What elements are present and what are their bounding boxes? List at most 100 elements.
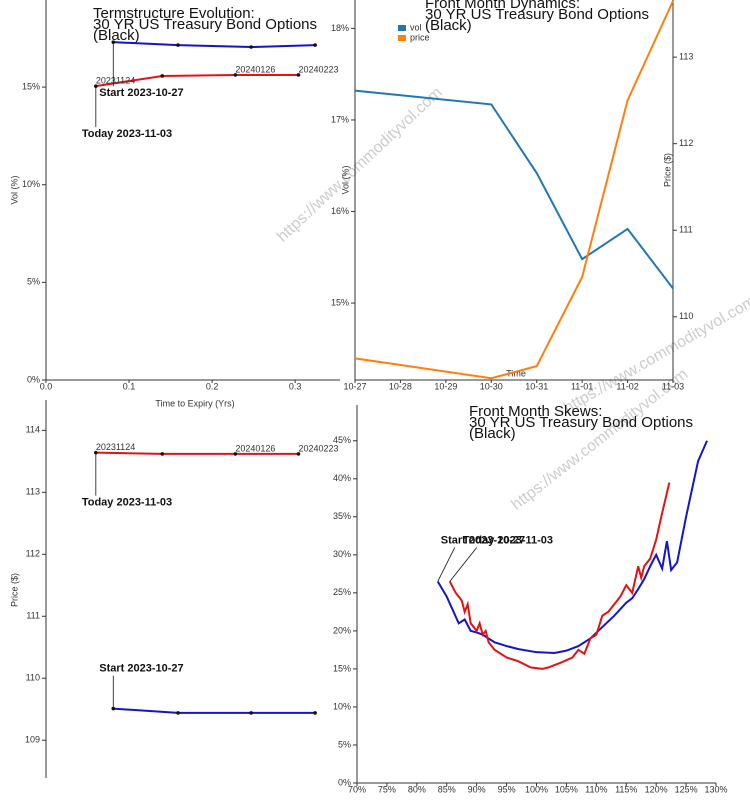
x-tick-label: 115% [615,784,637,794]
chart-title: 30 YR US Treasury Bond Options [425,6,649,23]
annotation: Start 2023-10-27 [441,534,525,546]
point [296,73,301,77]
series-line [354,89,674,290]
x-tick-label: 100% [525,784,548,794]
y-tick-label: 16% [331,206,349,216]
y-tick-label: 111 [26,611,40,621]
annotation: Today 2023-11-03 [82,128,172,140]
watermark: https://www.commodityvol.com [274,84,446,246]
y-tick-label: 15% [333,663,351,673]
chart-title: (Black) [93,27,140,44]
x-axis-label: Time [506,368,526,378]
x-tick-label: 0.2 [206,381,219,391]
point [176,711,180,715]
x-tick-label: 10-29 [434,381,457,391]
annotation-arrow [449,547,478,582]
chart-title: Front Month Dynamics: [425,0,580,12]
point [249,711,253,715]
annotation-arrow [437,547,456,582]
y-tick-label: 17% [331,114,349,124]
y-tick-label: 0% [338,777,351,787]
series-line [448,482,671,670]
chart-title: (Black) [425,17,472,34]
x-tick-label: 0.3 [289,381,302,391]
chart-title: (Black) [469,425,516,442]
point [313,711,317,715]
y-tick-label: 110 [26,673,40,683]
y-tick-label: 35% [333,511,351,521]
series-line [95,451,299,455]
y2-tick-label: 111 [679,225,693,235]
legend-swatch [398,35,406,41]
x-tick-label: 11-02 [616,381,638,391]
y-tick-label: 114 [26,425,40,435]
x-tick-label: 11-03 [662,381,684,391]
point-label: 20231124 [96,75,135,85]
series-line [113,41,316,49]
x-tick-label: 85% [438,784,456,794]
point [176,43,180,47]
point [233,73,238,77]
chart-title: Termstructure Evolution: [93,5,255,22]
point [94,84,98,88]
point [249,45,253,49]
y2-tick-label: 112 [679,138,693,148]
x-tick-label: 105% [555,784,578,794]
chart-title: 30 YR US Treasury Bond Options [93,16,317,33]
y-axis-label: Vol (%) [9,175,19,204]
annotation: Start 2023-10-27 [99,87,183,99]
y-tick-label: 18% [331,23,349,33]
x-tick-label: 130% [704,784,727,794]
point-label: 20240126 [235,443,275,453]
y-tick-label: 5% [338,739,351,749]
y-tick-label: 15% [22,81,40,91]
annotation: Today 2023-11-03 [82,497,172,509]
annotation: Start 2023-10-27 [99,663,183,675]
legend-label: price [410,32,430,42]
x-tick-label: 10-30 [480,381,503,391]
y-tick-label: 10% [22,179,40,189]
x-tick-label: 10-28 [389,381,412,391]
x-tick-label: 0.0 [40,381,53,391]
x-tick-label: 11-01 [571,381,593,391]
x-axis-label: Time to Expiry (Yrs) [155,398,234,408]
annotation: Today 2023-11-03 [463,534,553,546]
x-tick-label: 95% [498,784,516,794]
legend-swatch [398,25,406,31]
y-tick-label: 10% [333,701,351,711]
series-line [113,707,316,714]
point-label: 20240126 [235,64,275,74]
y-tick-label: 30% [333,549,351,559]
y-tick-label: 0% [27,374,40,384]
y-tick-label: 25% [333,587,351,597]
y-axis-label: Price ($) [9,573,19,607]
point [296,452,301,456]
point [233,452,238,456]
y-tick-label: 45% [333,435,351,445]
series-line [95,73,299,88]
series-line [436,440,708,654]
y2-tick-label: 113 [679,52,693,62]
x-tick-label: 0.1 [123,381,136,391]
point-label: 20240223 [298,64,338,74]
point [160,74,165,78]
y-tick-label: 113 [26,487,40,497]
y-tick-label: 109 [25,735,40,745]
y-tick-label: 15% [331,297,349,307]
legend-label: vol [410,22,422,32]
point [313,43,317,47]
point-label: 20231124 [96,442,135,452]
y-tick-label: 20% [333,625,351,635]
x-tick-label: 10-31 [525,381,548,391]
chart-title: Front Month Skews: [469,403,602,420]
y2-tick-label: 110 [679,311,693,321]
chart-title: 30 YR US Treasury Bond Options [469,414,693,431]
point-label: 20240223 [298,443,338,453]
y-tick-label: 40% [333,473,351,483]
x-tick-label: 70% [348,784,366,794]
point [160,452,165,456]
y-axis-label: Vol (%) [340,165,350,194]
series-line [354,0,674,380]
